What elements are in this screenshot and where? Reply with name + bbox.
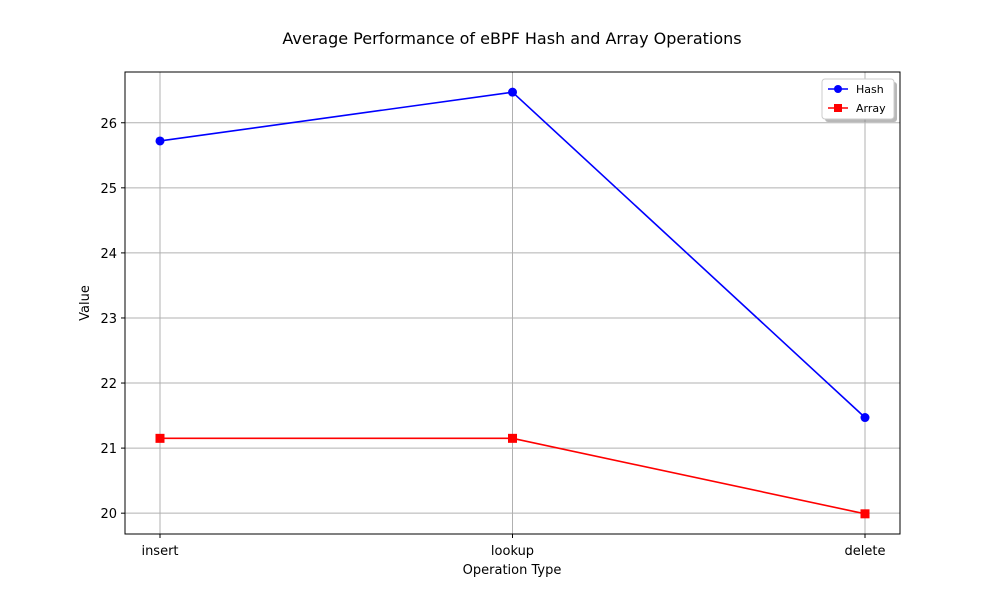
y-tick-label: 22 [100,377,117,392]
array-legend-label: Array [856,102,886,115]
y-tick-label: 25 [100,182,117,197]
hash-legend-label: Hash [856,83,884,96]
array-data-point [860,509,870,519]
axis-ticks: insert lookup delete 20 21 22 23 24 25 26 [100,117,885,559]
series-lines [155,87,870,519]
chart-title: Average Performance of eBPF Hash and Arr… [282,29,741,48]
y-tick-label: 24 [100,247,117,262]
array-legend-marker [834,104,842,112]
array-data-point [508,433,517,443]
array-data-point [155,433,165,443]
hash-data-point [155,136,165,146]
x-tick-label: delete [845,544,886,559]
legend: Hash Array [821,78,897,122]
x-axis-label: Operation Type [463,563,562,578]
y-tick-label: 21 [100,442,117,457]
hash-data-point [860,413,870,423]
hash-data-point [508,87,517,97]
y-tick-label: 23 [100,312,117,327]
y-tick-label: 26 [100,117,117,132]
grid-lines [125,72,900,534]
x-tick-label: insert [141,544,178,559]
y-axis-label: Value [78,285,93,321]
hash-legend-marker [834,85,842,93]
y-tick-label: 20 [100,507,117,522]
x-tick-label: lookup [491,544,534,559]
